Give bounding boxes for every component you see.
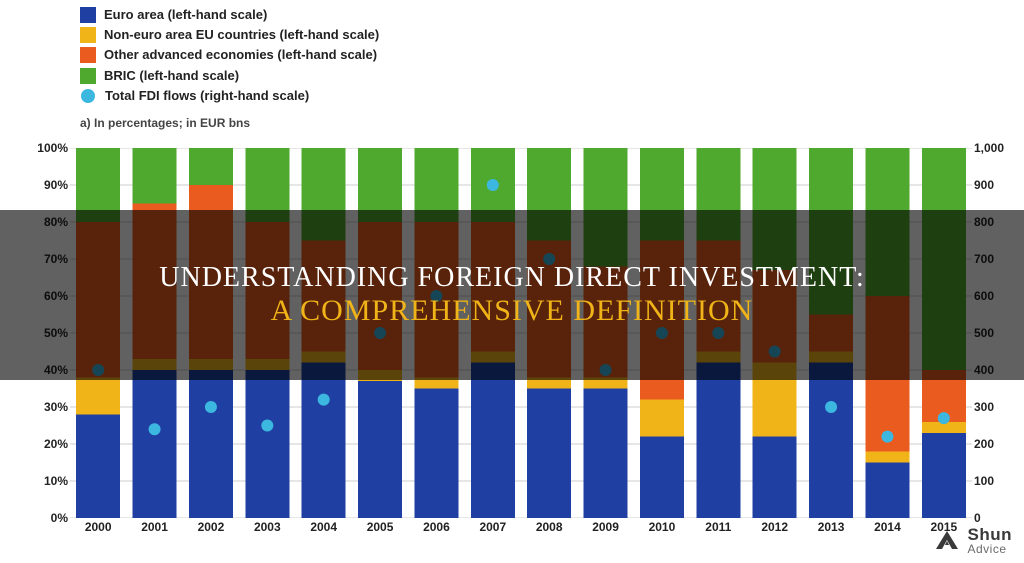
logo-text-line1: Shun [968, 526, 1013, 543]
x-tick: 2011 [705, 520, 731, 534]
x-tick: 2007 [479, 520, 506, 534]
legend-note: a) In percentages; in EUR bns [80, 115, 379, 132]
x-tick: 2008 [536, 520, 563, 534]
x-tick: 2001 [141, 520, 168, 534]
x-tick: 2013 [818, 520, 845, 534]
legend-item: Other advanced economies (left-hand scal… [80, 46, 379, 64]
x-tick: 2010 [649, 520, 676, 534]
x-tick: 2005 [367, 520, 394, 534]
y-right-tick: 200 [974, 437, 1024, 451]
legend-item: BRIC (left-hand scale) [80, 67, 379, 85]
total-point [318, 394, 330, 406]
total-point [938, 412, 950, 424]
total-point [261, 420, 273, 432]
total-point [825, 401, 837, 413]
x-tick: 2004 [310, 520, 337, 534]
legend-label: Other advanced economies (left-hand scal… [104, 46, 377, 64]
legend-swatch-other [80, 47, 96, 63]
logo-text-line2: Advice [968, 543, 1013, 555]
x-tick: 2002 [198, 520, 225, 534]
x-tick: 2006 [423, 520, 450, 534]
y-right-tick: 900 [974, 178, 1024, 192]
legend-item: Euro area (left-hand scale) [80, 6, 379, 24]
legend-label: Euro area (left-hand scale) [104, 6, 267, 24]
legend-swatch-bric [80, 68, 96, 84]
brand-logo: Shun Advice [932, 525, 1013, 555]
y-left-tick: 100% [22, 141, 68, 155]
legend-label: Total FDI flows (right-hand scale) [105, 87, 309, 105]
y-right-tick: 1,000 [974, 141, 1024, 155]
total-point [881, 431, 893, 443]
logo-mark-icon [932, 525, 962, 555]
overlay-title-line1: UNDERSTANDING FOREIGN DIRECT INVESTMENT: [159, 262, 865, 294]
legend-label: Non-euro area EU countries (left-hand sc… [104, 26, 379, 44]
y-left-tick: 10% [22, 474, 68, 488]
legend-item: Total FDI flows (right-hand scale) [80, 87, 379, 105]
legend-label: BRIC (left-hand scale) [104, 67, 239, 85]
x-axis: 2000 2001 2002 2003 2004 2005 2006 2007 2008 2009… [70, 520, 972, 544]
y-left-tick: 20% [22, 437, 68, 451]
x-tick: 2014 [874, 520, 901, 534]
x-tick: 2012 [761, 520, 788, 534]
y-right-tick: 300 [974, 400, 1024, 414]
x-tick: 2000 [85, 520, 112, 534]
y-right-tick: 0 [974, 511, 1024, 525]
x-tick: 2003 [254, 520, 281, 534]
y-left-tick: 30% [22, 400, 68, 414]
total-point [487, 179, 499, 191]
x-tick: 2009 [592, 520, 619, 534]
legend-point-total [81, 89, 95, 103]
title-overlay: UNDERSTANDING FOREIGN DIRECT INVESTMENT:… [0, 210, 1024, 380]
total-point [149, 423, 161, 435]
total-point [205, 401, 217, 413]
logo-text: Shun Advice [968, 526, 1013, 555]
y-left-tick: 90% [22, 178, 68, 192]
y-left-tick: 0% [22, 511, 68, 525]
legend-item: Non-euro area EU countries (left-hand sc… [80, 26, 379, 44]
y-right-tick: 100 [974, 474, 1024, 488]
chart-legend: Euro area (left-hand scale) Non-euro are… [80, 6, 379, 132]
legend-swatch-euro [80, 7, 96, 23]
overlay-title-line2: A COMPREHENSIVE DEFINITION [271, 294, 754, 328]
legend-swatch-noneu [80, 27, 96, 43]
